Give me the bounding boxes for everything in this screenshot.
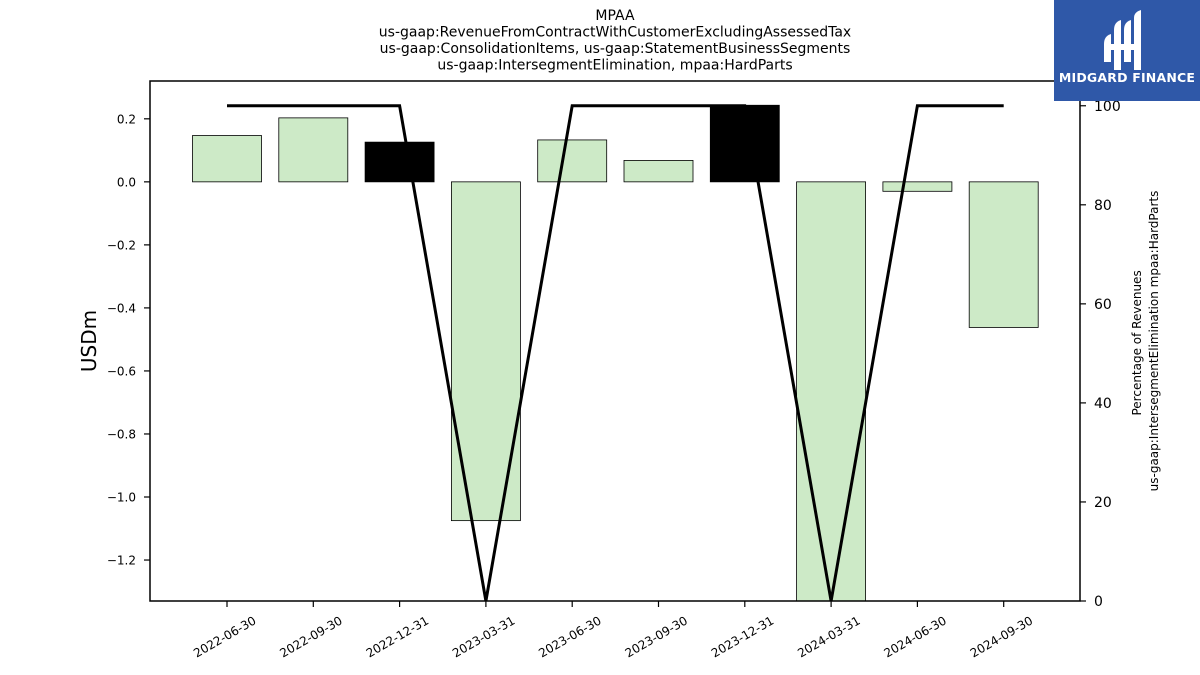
bar	[192, 135, 262, 183]
midgard-logo-icon	[1104, 10, 1141, 70]
x-tick-label: 2023-03-31	[450, 613, 517, 660]
y2-tick-label: 40	[1094, 396, 1112, 412]
y2-tick-label: 60	[1094, 297, 1112, 313]
x-tick-label: 2024-03-31	[795, 613, 862, 660]
left-axis: −1.2 −1.0 −0.8 −0.6 −0.4 −0.2 0.0 0.2	[107, 112, 150, 568]
title-line: us-gaap:RevenueFromContractWithCustomerE…	[379, 25, 851, 41]
bar	[709, 104, 780, 183]
y2-tick-label: 20	[1094, 495, 1112, 511]
y-tick-label: −1.0	[107, 491, 136, 505]
y2-tick-label: 0	[1094, 594, 1103, 610]
x-axis: 2022-06-30 2022-09-30 2022-12-31 2023-03-31…	[191, 601, 1035, 660]
plot-frame	[149, 80, 1081, 602]
y-tick-label: −0.4	[107, 301, 136, 315]
y-tick-label: −0.8	[107, 427, 136, 441]
y-tick-label: 0.2	[117, 112, 136, 126]
x-tick-label: 2024-09-30	[968, 613, 1035, 660]
bar	[537, 139, 608, 183]
y-tick-label: −1.2	[107, 554, 136, 568]
y2-tick-label: 100	[1094, 99, 1121, 115]
y-tick-label: −0.2	[107, 238, 136, 252]
x-tick-label: 2024-06-30	[881, 613, 948, 660]
percentage-line	[227, 104, 1004, 602]
bar	[278, 117, 349, 183]
x-tick-label: 2022-06-30	[191, 613, 258, 660]
right-axis: 0 20 40 60 80 100	[1080, 99, 1121, 610]
x-tick-label: 2022-12-31	[364, 613, 431, 660]
bar	[796, 181, 866, 602]
chart-title: MPAAus-gaap:RevenueFromContractWithCusto…	[379, 8, 851, 74]
bar	[882, 181, 953, 192]
y2-axis-label-line-2: us-gaap:IntersegmentElimination mpaa:Har…	[1147, 191, 1161, 492]
logo-text: MIDGARD FINANCE	[1058, 70, 1196, 85]
title-line: us-gaap:ConsolidationItems, us-gaap:Stat…	[380, 41, 851, 57]
y-tick-label: 0.0	[117, 175, 136, 189]
line-series	[227, 104, 1004, 602]
y2-tick-label: 80	[1094, 198, 1112, 214]
x-tick-label: 2023-09-30	[623, 613, 690, 660]
y-tick-label: −0.6	[107, 364, 136, 378]
x-tick-label: 2022-09-30	[277, 613, 344, 660]
title-line: us-gaap:IntersegmentElimination, mpaa:Ha…	[437, 58, 792, 74]
y2-axis-label: Percentage of Revenues us-gaap:Intersegm…	[1130, 191, 1161, 492]
bar	[364, 141, 435, 183]
x-tick-label: 2023-06-30	[536, 613, 603, 660]
x-tick-label: 2023-12-31	[709, 613, 776, 660]
bar	[968, 181, 1039, 328]
bar	[623, 160, 694, 183]
plot-border	[149, 80, 1081, 602]
midgard-logo: MIDGARD FINANCE	[1054, 0, 1200, 101]
y-axis-label: USDm	[77, 310, 101, 372]
y2-axis-label-line-1: Percentage of Revenues	[1130, 270, 1144, 415]
bars	[192, 104, 1039, 602]
title-line: MPAA	[595, 8, 635, 24]
